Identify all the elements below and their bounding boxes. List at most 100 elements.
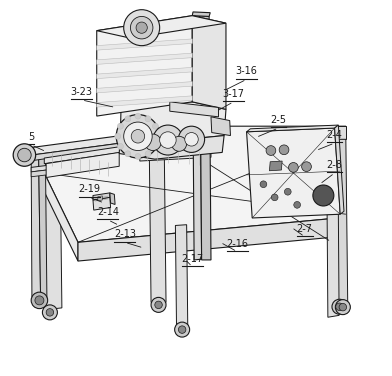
Text: 2-14: 2-14 (97, 207, 119, 217)
Polygon shape (335, 126, 346, 139)
Polygon shape (97, 82, 192, 93)
Polygon shape (119, 136, 224, 159)
Text: 2-7: 2-7 (297, 224, 313, 234)
Text: 3-17: 3-17 (223, 89, 245, 99)
Circle shape (116, 115, 160, 158)
Circle shape (135, 113, 141, 119)
Circle shape (31, 292, 48, 309)
Polygon shape (78, 218, 338, 261)
Polygon shape (39, 156, 47, 298)
Polygon shape (97, 96, 192, 107)
Text: 3-23: 3-23 (71, 87, 93, 97)
Circle shape (145, 116, 151, 122)
Circle shape (285, 188, 291, 195)
Polygon shape (211, 117, 230, 136)
Circle shape (152, 143, 158, 149)
Polygon shape (335, 125, 344, 214)
Circle shape (125, 151, 131, 157)
Text: 5: 5 (28, 132, 34, 142)
Text: 2-17: 2-17 (181, 254, 203, 264)
Polygon shape (97, 39, 192, 50)
Polygon shape (192, 16, 226, 109)
Polygon shape (44, 173, 78, 261)
Circle shape (35, 296, 44, 305)
Circle shape (46, 309, 54, 316)
Circle shape (155, 133, 161, 139)
Text: 2-8: 2-8 (327, 160, 343, 170)
Polygon shape (335, 139, 348, 304)
Polygon shape (98, 196, 102, 201)
Circle shape (18, 148, 31, 162)
Circle shape (155, 301, 162, 309)
Polygon shape (192, 12, 210, 17)
Polygon shape (93, 193, 110, 200)
Circle shape (118, 143, 123, 149)
Polygon shape (149, 126, 164, 141)
Circle shape (151, 297, 166, 312)
Circle shape (145, 151, 151, 157)
Polygon shape (170, 102, 218, 117)
Circle shape (279, 145, 289, 155)
Polygon shape (149, 141, 166, 302)
Circle shape (271, 194, 278, 201)
Circle shape (289, 162, 298, 172)
Polygon shape (23, 136, 121, 156)
Polygon shape (31, 166, 78, 177)
Polygon shape (44, 173, 60, 184)
Circle shape (339, 303, 347, 311)
Polygon shape (110, 193, 115, 205)
Circle shape (124, 10, 160, 45)
Circle shape (178, 326, 186, 334)
Text: 2-5: 2-5 (270, 115, 287, 125)
Circle shape (313, 185, 334, 206)
Polygon shape (93, 197, 111, 210)
Text: 2-13: 2-13 (114, 229, 136, 239)
Circle shape (135, 153, 141, 159)
Text: 2-19: 2-19 (78, 184, 100, 194)
Polygon shape (31, 156, 40, 297)
Polygon shape (97, 16, 226, 38)
Polygon shape (120, 102, 226, 142)
Polygon shape (24, 143, 121, 162)
Circle shape (160, 132, 176, 148)
Polygon shape (44, 147, 121, 164)
Polygon shape (200, 16, 211, 260)
Circle shape (260, 181, 267, 188)
Circle shape (175, 322, 190, 337)
Circle shape (332, 299, 347, 314)
Circle shape (42, 305, 57, 320)
Polygon shape (175, 225, 188, 327)
Polygon shape (44, 175, 53, 184)
Text: 2-16: 2-16 (226, 239, 248, 249)
Circle shape (118, 123, 123, 129)
Circle shape (136, 22, 147, 33)
Polygon shape (44, 126, 346, 242)
Circle shape (152, 123, 158, 129)
Circle shape (125, 116, 131, 122)
Text: 3-16: 3-16 (236, 67, 258, 76)
Circle shape (172, 136, 187, 151)
Circle shape (153, 125, 183, 155)
Circle shape (266, 146, 276, 155)
Polygon shape (140, 147, 211, 161)
Circle shape (145, 134, 161, 150)
Circle shape (13, 144, 36, 166)
Circle shape (336, 303, 343, 311)
Text: 2-4: 2-4 (327, 130, 343, 140)
Polygon shape (97, 53, 192, 64)
Polygon shape (247, 128, 340, 218)
Polygon shape (192, 16, 201, 260)
Polygon shape (97, 16, 192, 116)
Circle shape (301, 162, 311, 171)
Polygon shape (46, 152, 119, 177)
Circle shape (294, 202, 301, 208)
Circle shape (131, 130, 145, 143)
Polygon shape (31, 162, 77, 172)
Circle shape (124, 122, 152, 150)
Polygon shape (269, 161, 282, 171)
Circle shape (115, 133, 121, 139)
Polygon shape (327, 214, 339, 317)
Polygon shape (97, 67, 192, 79)
Polygon shape (247, 125, 338, 132)
Circle shape (185, 133, 198, 146)
